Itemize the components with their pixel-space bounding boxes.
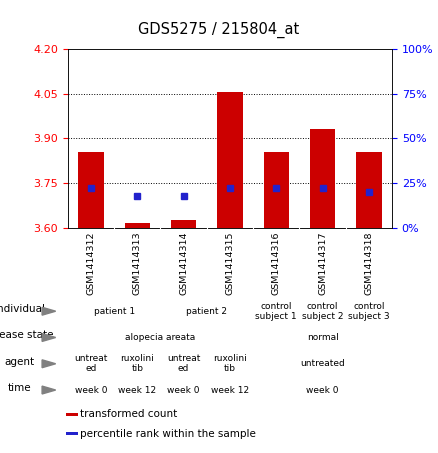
Text: GSM1414316: GSM1414316 [272, 231, 281, 295]
Text: alopecia areata: alopecia areata [125, 333, 196, 342]
Text: week 12: week 12 [211, 386, 249, 395]
Text: patient 2: patient 2 [186, 307, 227, 316]
Text: percentile rank within the sample: percentile rank within the sample [80, 429, 256, 439]
Text: ruxolini
tib: ruxolini tib [120, 354, 154, 373]
Text: GSM1414318: GSM1414318 [364, 231, 373, 295]
Text: untreated: untreated [300, 359, 345, 368]
Polygon shape [42, 333, 56, 342]
Polygon shape [42, 360, 56, 368]
Bar [66, 432, 78, 435]
Text: normal: normal [307, 333, 339, 342]
Text: week 0: week 0 [167, 386, 200, 395]
Text: GDS5275 / 215804_at: GDS5275 / 215804_at [138, 21, 300, 38]
Text: control
subject 1: control subject 1 [255, 302, 297, 321]
Bar [78, 152, 104, 228]
Text: disease state: disease state [0, 330, 54, 340]
Text: week 0: week 0 [306, 386, 339, 395]
Text: GSM1414315: GSM1414315 [226, 231, 234, 295]
Text: GSM1414314: GSM1414314 [179, 231, 188, 295]
Bar [356, 152, 381, 228]
Text: patient 1: patient 1 [94, 307, 135, 316]
Text: untreat
ed: untreat ed [74, 354, 108, 373]
Text: control
subject 2: control subject 2 [302, 302, 343, 321]
Text: control
subject 3: control subject 3 [348, 302, 390, 321]
Text: agent: agent [4, 357, 34, 366]
Text: individual: individual [0, 304, 45, 314]
Text: transformed count: transformed count [80, 410, 177, 419]
Text: GSM1414313: GSM1414313 [133, 231, 142, 295]
Bar [124, 223, 150, 228]
Text: week 0: week 0 [75, 386, 107, 395]
Polygon shape [42, 307, 56, 315]
Bar [264, 152, 289, 228]
Text: untreat
ed: untreat ed [167, 354, 200, 373]
Polygon shape [42, 386, 56, 394]
Text: GSM1414312: GSM1414312 [87, 231, 95, 295]
Bar [66, 413, 78, 416]
Text: week 12: week 12 [118, 386, 156, 395]
Bar [310, 130, 335, 228]
Text: GSM1414317: GSM1414317 [318, 231, 327, 295]
Bar [171, 221, 196, 228]
Text: time: time [7, 383, 31, 393]
Bar [217, 92, 243, 228]
Text: ruxolini
tib: ruxolini tib [213, 354, 247, 373]
